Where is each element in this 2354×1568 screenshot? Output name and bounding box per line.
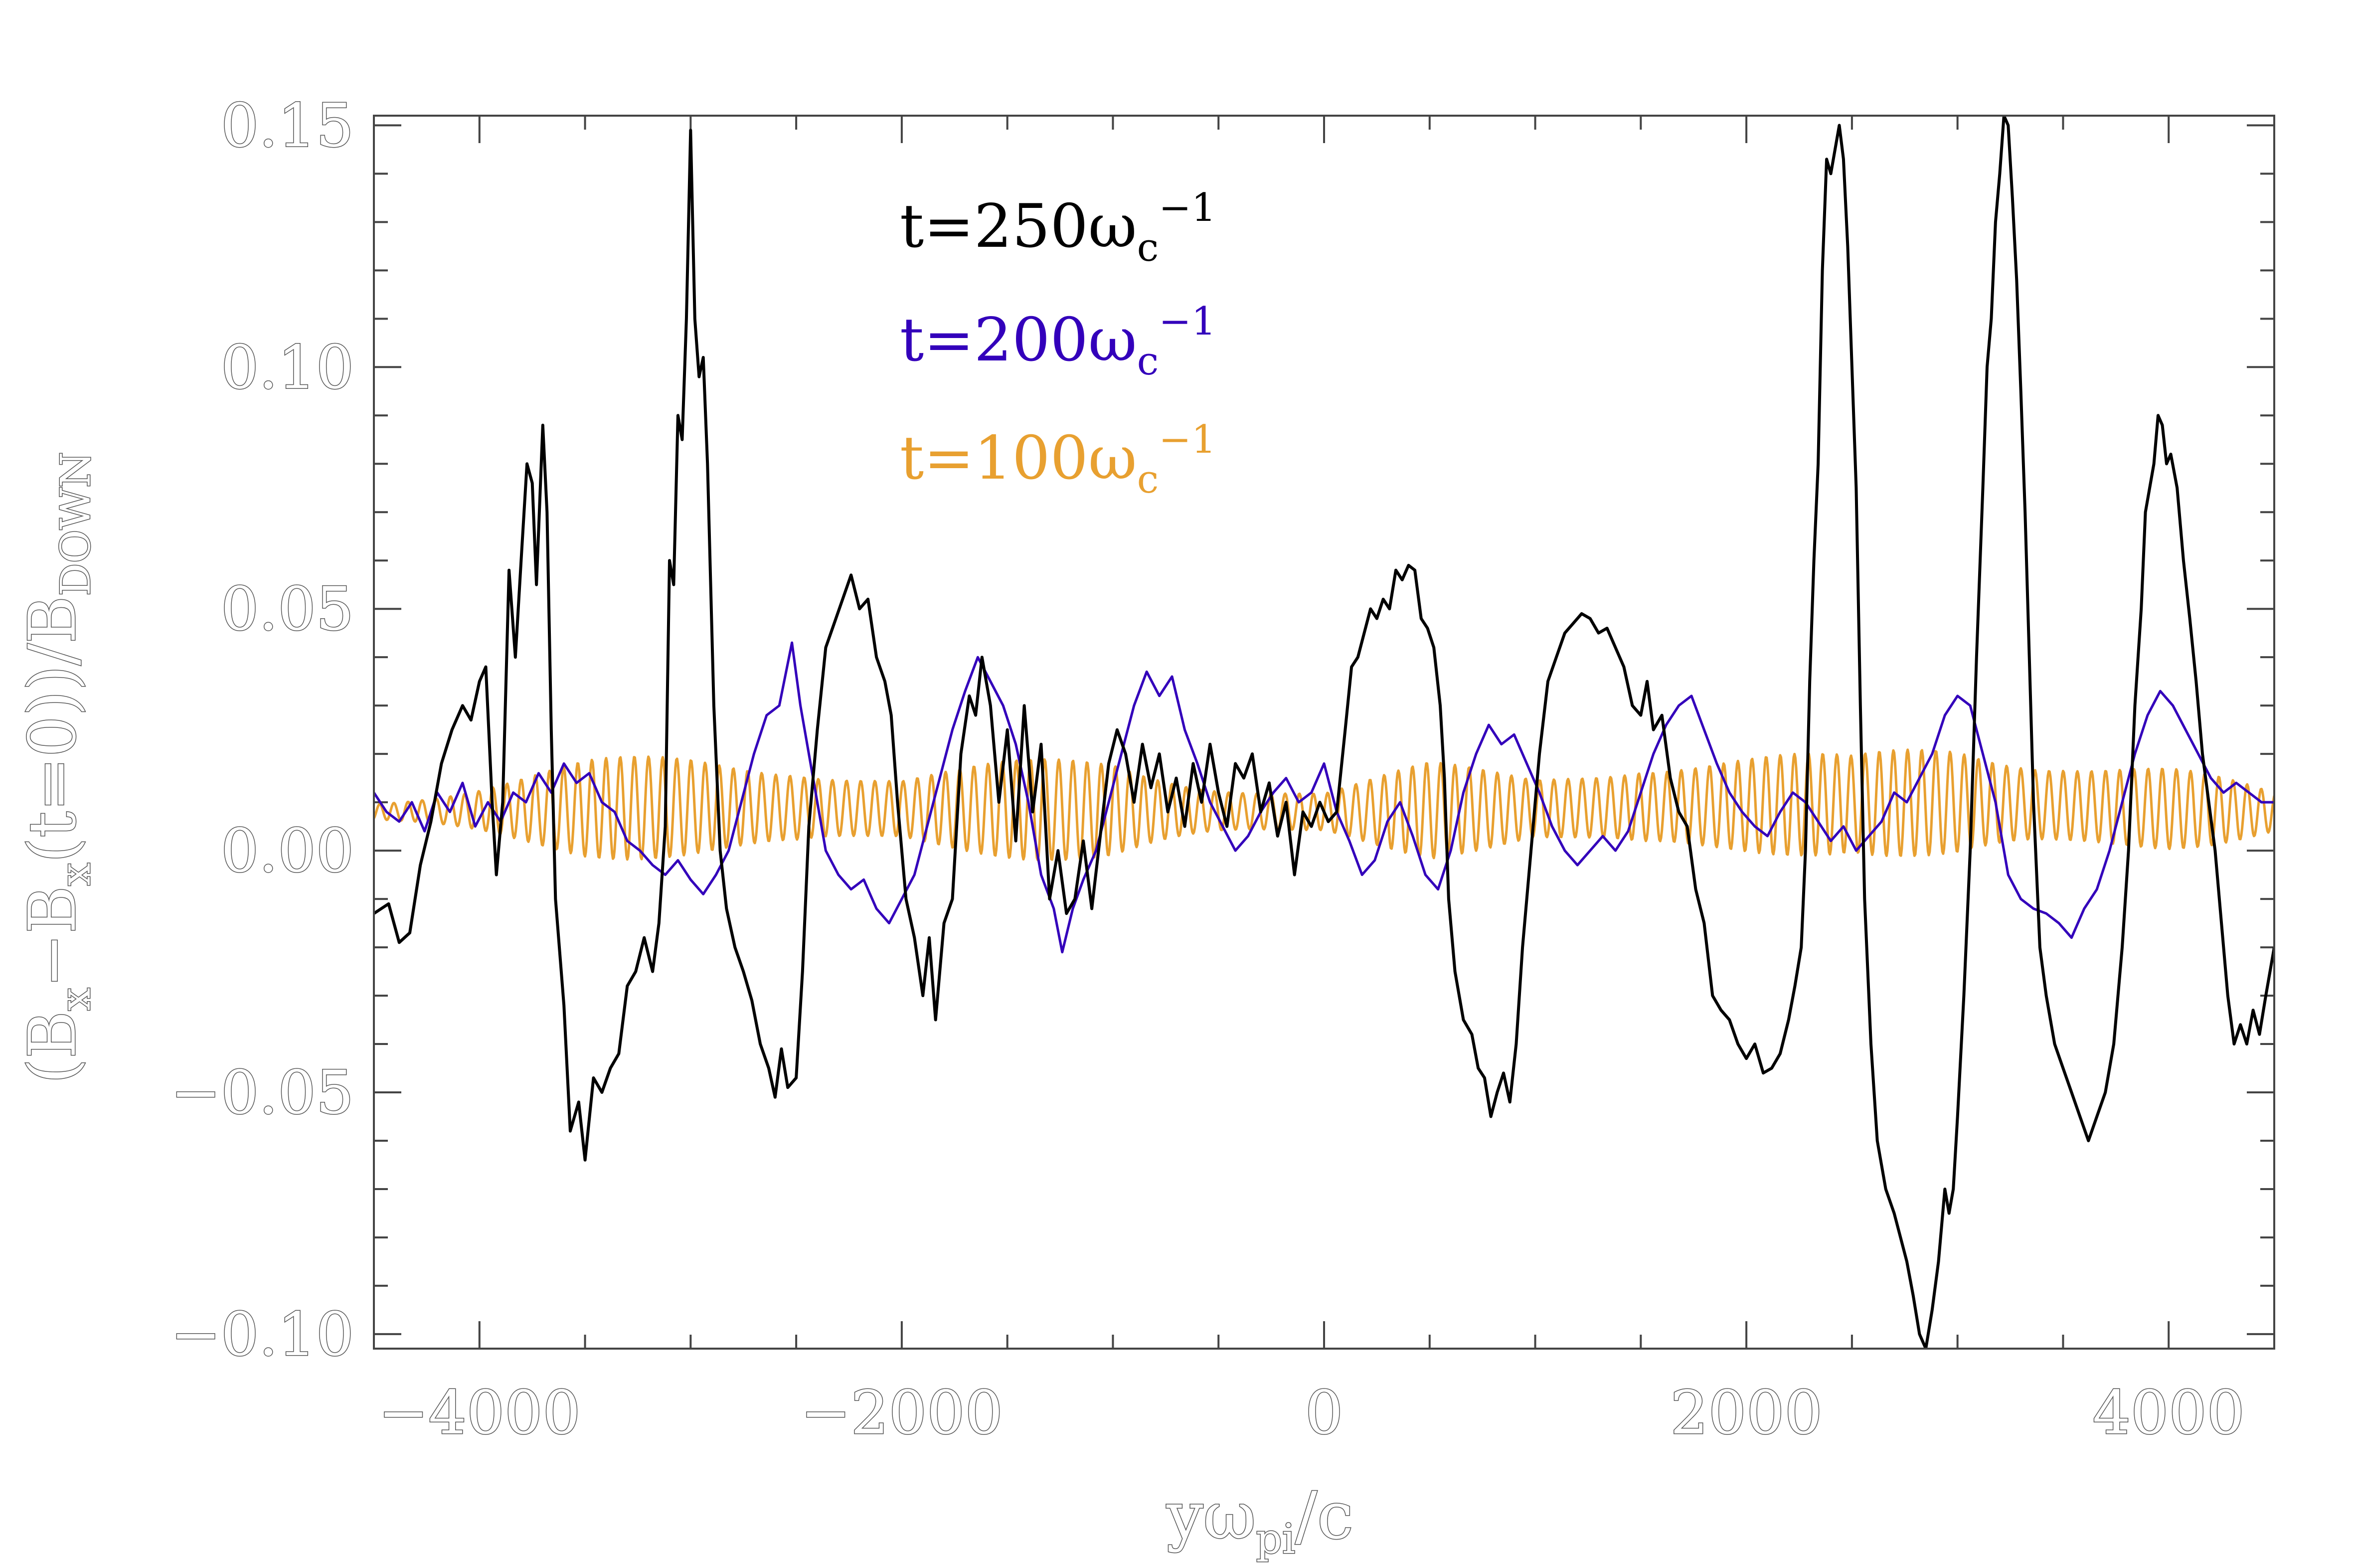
x-axis-title: yωpi/c — [1166, 1478, 1353, 1563]
y-tick-label: −0.10 — [170, 1300, 354, 1370]
y-tick-label: 0.10 — [221, 333, 354, 402]
y-axis-title: (Bx−Bx(t=0))/BDOWN — [14, 452, 100, 1084]
y-tick-label: −0.05 — [170, 1058, 354, 1128]
plot-frame — [373, 115, 2275, 1350]
series-line-t=200 — [374, 641, 2274, 954]
x-tick-label: −2000 — [801, 1379, 1003, 1448]
x-tick-label: −4000 — [378, 1379, 581, 1448]
legend-label-t100: t=100ωc−1 — [900, 417, 1216, 502]
legend-label-t250: t=250ωc−1 — [900, 185, 1216, 270]
series-line-t=250 — [374, 116, 2274, 1349]
y-tick-label: 0.15 — [221, 91, 354, 161]
y-tick-label: 0.00 — [221, 817, 354, 886]
y-tick-labels: −0.10 −0.05 0.00 0.05 0.10 0.15 — [170, 91, 355, 1371]
x-tick-label: 0 — [1305, 1379, 1343, 1448]
series-layer — [374, 116, 2274, 1349]
y-tick-label: 0.05 — [221, 575, 354, 644]
x-tick-label: 4000 — [2093, 1379, 2245, 1448]
x-tick-labels: −4000 −2000 0 2000 4000 — [377, 1378, 2245, 1449]
x-tick-label: 2000 — [1670, 1379, 1822, 1448]
legend-label-t200: t=200ωc−1 — [900, 299, 1216, 384]
